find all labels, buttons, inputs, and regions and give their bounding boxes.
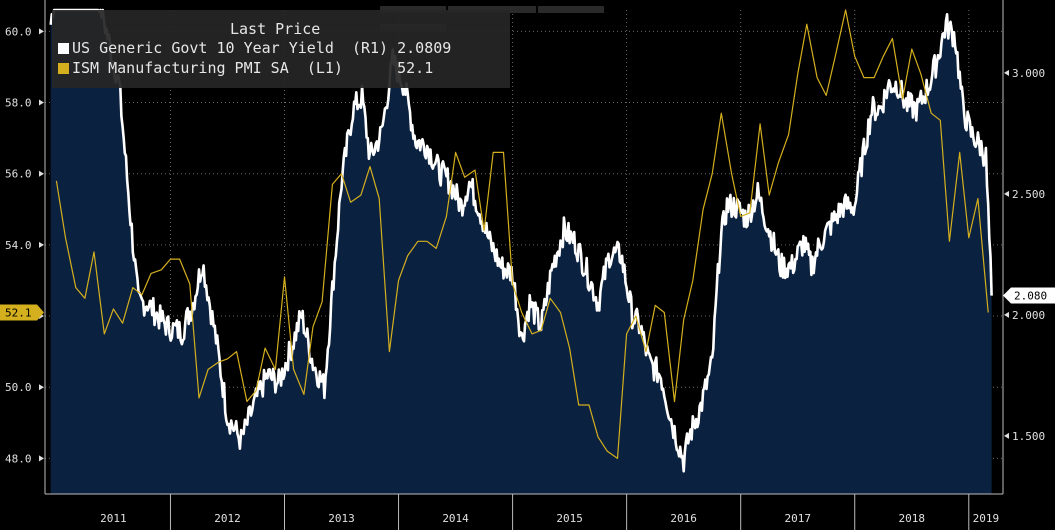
pmi-swatch: [58, 63, 69, 74]
right-tick-label: 1.500: [1012, 430, 1045, 443]
pmi-line: [55, 9, 989, 459]
left-tick-label: 48.0: [5, 452, 32, 465]
left-tick-label: 54.0: [5, 239, 32, 252]
x-tick-label: 2016: [670, 512, 697, 525]
series-line-layer: [49, 8, 993, 473]
legend-pmi-axis-tag: (L1): [306, 59, 343, 77]
left-tick-marker: [39, 384, 44, 391]
x-tick-label: 2014: [442, 512, 469, 525]
left-tick-label: 60.0: [5, 25, 32, 38]
top-toolbar-stubs: [380, 0, 670, 31]
right-tick-marker: [1004, 311, 1009, 318]
right-tick-label: 2.000: [1012, 309, 1045, 322]
legend-pmi-name: ISM Manufacturing PMI SA: [72, 59, 289, 77]
x-tick-label: 2019: [973, 512, 1000, 525]
left-tick-label: 58.0: [5, 97, 32, 110]
yield-line: [49, 8, 993, 473]
legend-row-yield: US Generic Govt 10 Year Yield (R1) 2.080…: [58, 39, 451, 57]
legend-yield-value: 2.0809: [397, 39, 452, 57]
left-tick-marker: [39, 241, 44, 248]
x-tick-label: 2017: [784, 512, 811, 525]
legend-yield-name: US Generic Govt 10 Year Yield: [72, 39, 334, 57]
right-tick-marker: [1004, 69, 1009, 76]
pmi-last-value-tag: [0, 304, 44, 321]
x-tick-label: 2013: [328, 512, 355, 525]
right-tick-label: 2.500: [1012, 188, 1045, 201]
yield-last-value-label: 2.080: [1014, 290, 1047, 303]
legend-pmi-value: 52.1: [397, 59, 434, 77]
right-tick-marker: [1004, 190, 1009, 197]
left-tick-label: 50.0: [5, 381, 32, 394]
left-tick-marker: [39, 28, 44, 35]
x-tick-label: 2012: [214, 512, 241, 525]
legend-header: Last Price: [230, 20, 321, 38]
yield-swatch: [58, 43, 69, 54]
yield-last-value-tag: [1003, 287, 1055, 304]
x-tick-label: 2018: [899, 512, 926, 525]
right-tick-label: 3.000: [1012, 67, 1045, 80]
left-tick-marker: [39, 99, 44, 106]
left-tick-label: 56.0: [5, 168, 32, 181]
legend-yield-axis-tag: (R1): [351, 39, 389, 57]
left-tick-marker: [39, 455, 44, 462]
legend-row-pmi: ISM Manufacturing PMI SA (L1) 52.1: [58, 59, 433, 77]
legend-box: Last Price US Generic Govt 10 Year Yield…: [52, 10, 510, 88]
right-tick-marker: [1004, 432, 1009, 439]
pmi-last-value-label: 52.1: [5, 307, 32, 320]
left-tick-marker: [39, 170, 44, 177]
x-tick-label: 2015: [556, 512, 583, 525]
x-tick-label: 2011: [100, 512, 127, 525]
